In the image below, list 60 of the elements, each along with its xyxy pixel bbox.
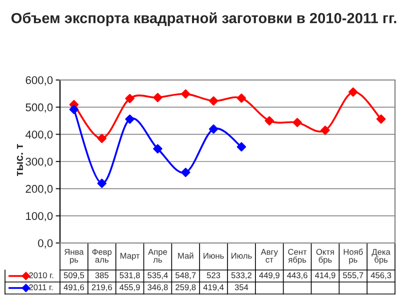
point [125, 94, 134, 104]
data-label: 385 [95, 272, 108, 278]
point [264, 116, 274, 126]
x-tick-label: Август [260, 249, 278, 263]
data-label: 509,5 [64, 272, 84, 280]
point [153, 92, 162, 102]
x-tick-label: Март [120, 252, 140, 260]
y-axis-title: тыс. т [16, 144, 23, 176]
x-tick-label: Ноябрь [344, 248, 363, 264]
y-tick-label: 500,0 [26, 103, 53, 113]
point [292, 118, 302, 128]
data-label: 555,7 [343, 272, 364, 280]
y-tick-label: 100,0 [26, 212, 53, 222]
data-label: 533,2 [231, 272, 252, 280]
point [97, 134, 106, 144]
x-tick-label: Февраль [92, 248, 112, 263]
data-label: 456,3 [370, 272, 392, 280]
y-tick-label: 0,0 [38, 239, 53, 248]
point [153, 144, 162, 154]
data-label: 491,6 [64, 284, 84, 292]
point [208, 96, 218, 106]
data-label: 523 [206, 272, 220, 278]
point [69, 104, 79, 114]
data-label: 449,9 [259, 272, 280, 280]
data-label: 455,9 [120, 284, 140, 292]
x-tick-label: Май [178, 252, 194, 259]
y-tick-label: 300,0 [26, 158, 53, 167]
data-label: 419,4 [203, 284, 224, 292]
point [181, 168, 190, 178]
data-label: 548,7 [176, 272, 196, 280]
point [320, 126, 330, 135]
chart-title: Объем экспорта квадратной заготовки в 2010-2011 гг. [11, 12, 396, 26]
data-label: 346,8 [148, 284, 168, 292]
x-tick-label: Январь [64, 249, 84, 264]
data-label: 219,6 [92, 284, 112, 292]
point [376, 114, 386, 124]
data-label: 443,6 [287, 272, 308, 280]
data-label: 259,8 [176, 284, 196, 292]
x-tick-label: Октябрь [316, 248, 334, 264]
x-tick-label: Апрель [148, 249, 168, 263]
data-label: 414,9 [314, 272, 336, 280]
x-tick-label: Июль [232, 252, 252, 259]
data-label: 531,8 [120, 272, 140, 280]
y-tick-label: 200,0 [26, 184, 53, 194]
point [236, 142, 246, 152]
point [125, 114, 134, 124]
x-tick-label: Июнь [204, 252, 224, 259]
point [348, 87, 358, 97]
x-tick-label: Сентябрь [288, 248, 307, 264]
point [236, 94, 246, 103]
y-tick-label: 600,0 [26, 76, 53, 86]
legend-label: 2011 г. [29, 284, 53, 290]
legend-label: 2010 г. [29, 272, 54, 278]
point [181, 89, 190, 99]
point [208, 124, 218, 134]
point [97, 178, 106, 188]
y-tick-label: 400,0 [26, 130, 53, 140]
x-tick-label: Декабрь [372, 249, 390, 264]
data-label: 535,4 [148, 272, 168, 280]
data-label: 354 [234, 284, 248, 290]
